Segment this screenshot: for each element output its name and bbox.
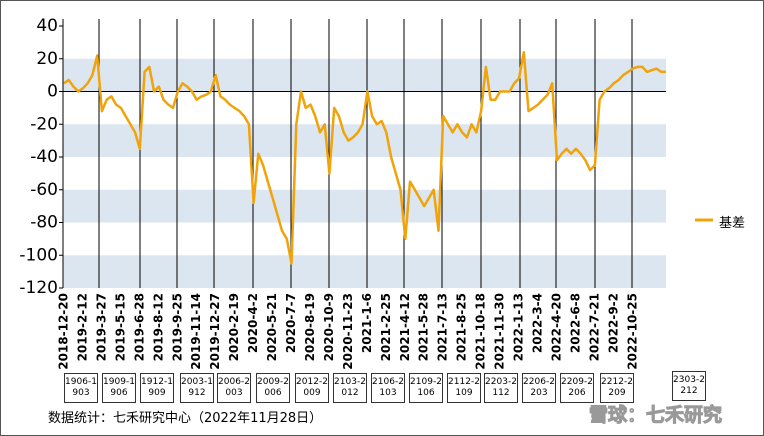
x-tick-label: 2022-6-8 — [568, 293, 582, 353]
x-tick-label: 2019-2-12 — [75, 293, 89, 361]
contract-box: 2303-2212 — [672, 371, 706, 401]
contract-box: 2209-2206 — [560, 373, 594, 403]
contract-box: 1906-1903 — [64, 373, 98, 403]
contract-box: 2206-2203 — [522, 373, 556, 403]
contract-box: 1909-1906 — [102, 373, 136, 403]
contract-box: 2212-2209 — [600, 373, 634, 403]
x-tick-label: 2019-9-25 — [170, 293, 184, 361]
legend-label: 基差 — [719, 216, 746, 231]
contract-box: 2003-1912 — [180, 373, 214, 403]
contract-box: 2103-2012 — [333, 373, 367, 403]
contract-box: 2109-2106 — [409, 373, 443, 403]
contract-box: 2009-2006 — [256, 373, 290, 403]
y-tick-label: -100 — [19, 245, 58, 265]
contract-box: 2112-2109 — [447, 373, 481, 403]
x-tick-label: 2021-8-25 — [455, 293, 469, 361]
x-tick-label: 2019-11-14 — [189, 293, 203, 370]
contract-box: 1912-1909 — [140, 373, 174, 403]
contract-box: 2203-2112 — [484, 373, 518, 403]
y-tick-label: 40 — [36, 16, 58, 36]
watermark: 雪球：七禾研究 — [588, 404, 723, 427]
source-note: 数据统计：七禾研究中心（2022年11月28日） — [48, 411, 323, 426]
x-tick-label: 2018-12-20 — [57, 293, 71, 370]
x-tick-label: 2021-10-18 — [474, 293, 488, 370]
x-tick-label: 2021-4-12 — [398, 293, 412, 361]
x-tick-label: 2020-7-7 — [284, 293, 298, 353]
x-tick-label: 2022-1-13 — [512, 293, 526, 361]
band — [63, 255, 666, 288]
x-tick-label: 2022-3-4 — [531, 293, 545, 353]
x-tick-label: 2020-5-21 — [265, 293, 279, 361]
x-tick-label: 2021-1-6 — [360, 293, 374, 353]
contract-box: 2106-2103 — [371, 373, 405, 403]
x-tick-label: 2021-5-28 — [417, 293, 431, 361]
y-tick-label: 20 — [36, 49, 58, 69]
x-tick-label: 2021-11-30 — [493, 293, 507, 370]
y-tick-label: -120 — [19, 278, 58, 298]
x-tick-label: 2022-4-20 — [549, 293, 563, 361]
x-tick-label: 2022-9-2 — [606, 293, 620, 353]
x-tick-label: 2021-2-25 — [379, 293, 393, 361]
x-tick-label: 2019-12-27 — [208, 293, 222, 370]
x-tick-label: 2019-8-12 — [151, 293, 165, 361]
y-tick-label: 0 — [47, 82, 58, 102]
series-line — [63, 50, 666, 265]
x-tick-label: 2019-5-15 — [113, 293, 127, 361]
x-tick-label: 2022-10-25 — [625, 293, 639, 370]
x-tick-label: 2019-3-27 — [94, 293, 108, 361]
x-tick-label: 2022-7-21 — [587, 293, 601, 361]
y-tick-label: -20 — [30, 114, 58, 134]
band — [63, 124, 666, 157]
x-tick-label: 2020-4-2 — [246, 293, 260, 353]
x-tick-label: 2020-2-19 — [227, 293, 241, 361]
contract-box: 2012-2009 — [295, 373, 329, 403]
legend: 基差 — [719, 212, 745, 231]
x-tick-label: 2020-8-19 — [303, 293, 317, 361]
y-tick-label: -60 — [30, 180, 58, 200]
x-tick-label: 2020-11-23 — [341, 293, 355, 370]
contract-box: 2006-2003 — [217, 373, 251, 403]
x-tick-label: 2021-7-13 — [436, 293, 450, 361]
x-tick-label: 2020-10-9 — [322, 293, 336, 361]
y-tick-label: -40 — [30, 147, 58, 167]
x-tick-label: 2019-6-28 — [132, 293, 146, 361]
band — [63, 189, 666, 223]
y-tick-label: -80 — [30, 213, 58, 233]
band — [63, 58, 666, 92]
